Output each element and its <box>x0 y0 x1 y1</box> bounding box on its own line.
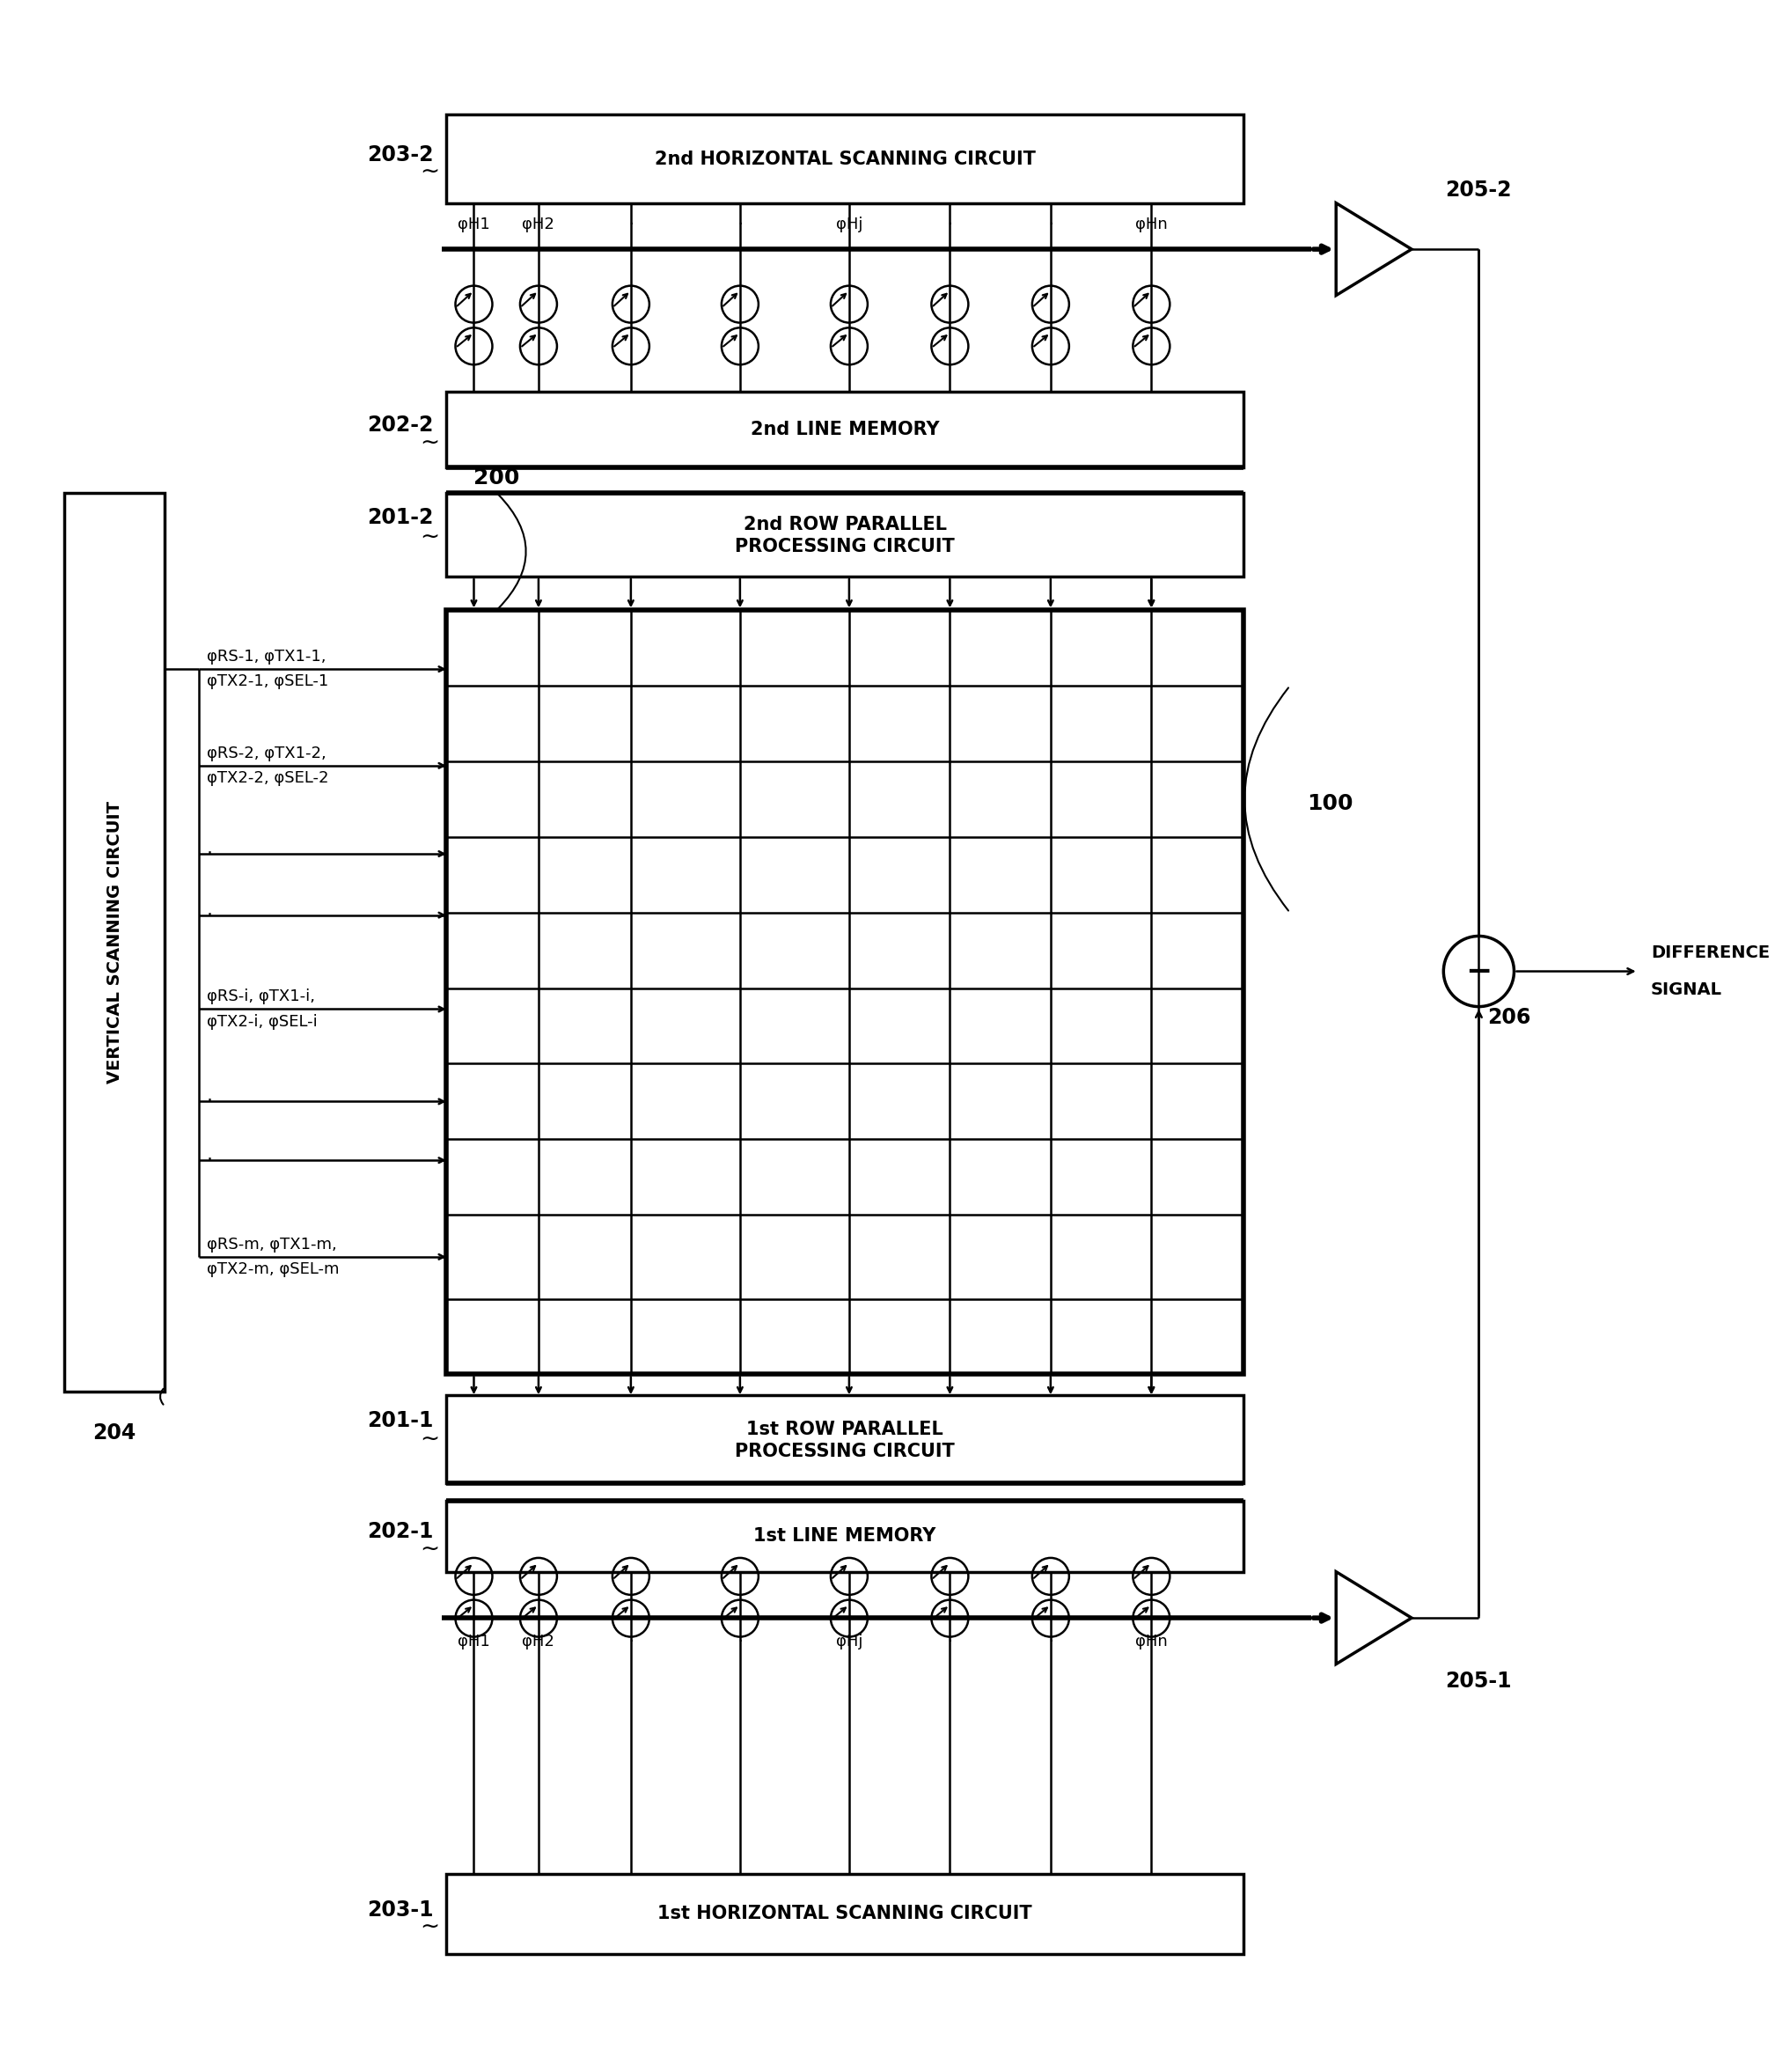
Text: 2nd ROW PARALLEL: 2nd ROW PARALLEL <box>744 516 946 533</box>
Text: 202-1: 202-1 <box>367 1521 433 1542</box>
Text: 2nd LINE MEMORY: 2nd LINE MEMORY <box>751 421 939 439</box>
Text: ∼: ∼ <box>421 1537 440 1560</box>
Text: ·: · <box>628 1633 634 1649</box>
Text: 205-2: 205-2 <box>1445 180 1512 201</box>
Text: 201-1: 201-1 <box>367 1411 433 1432</box>
Text: φRS-1, φTX1-1,: φRS-1, φTX1-1, <box>208 649 327 665</box>
Text: φTX2-i, φSEL-i: φTX2-i, φSEL-i <box>208 1013 318 1030</box>
Text: 100: 100 <box>1306 794 1353 814</box>
Text: ·: · <box>208 905 213 924</box>
Text: 200: 200 <box>474 466 520 489</box>
Text: 2nd HORIZONTAL SCANNING CIRCUIT: 2nd HORIZONTAL SCANNING CIRCUIT <box>655 149 1035 168</box>
Text: φHj: φHj <box>836 215 863 232</box>
Bar <box>446 1873 1244 1954</box>
Text: φRS-i, φTX1-i,: φRS-i, φTX1-i, <box>208 988 316 1005</box>
Text: ·: · <box>208 1152 213 1169</box>
Text: PROCESSING CIRCUIT: PROCESSING CIRCUIT <box>735 1442 955 1461</box>
Text: φTX2-1, φSEL-1: φTX2-1, φSEL-1 <box>208 673 328 690</box>
Text: PROCESSING CIRCUIT: PROCESSING CIRCUIT <box>735 537 955 555</box>
Text: 206: 206 <box>1487 1007 1530 1028</box>
Text: φH1: φH1 <box>458 215 490 232</box>
Bar <box>446 1394 1244 1484</box>
Text: 1st LINE MEMORY: 1st LINE MEMORY <box>754 1527 935 1546</box>
Text: ·: · <box>628 215 634 232</box>
Text: ·: · <box>737 215 742 232</box>
Text: φH1: φH1 <box>458 1633 490 1649</box>
Text: 204: 204 <box>92 1423 137 1444</box>
Text: φRS-m, φTX1-m,: φRS-m, φTX1-m, <box>208 1237 337 1251</box>
Text: VERTICAL SCANNING CIRCUIT: VERTICAL SCANNING CIRCUIT <box>106 800 122 1084</box>
Text: 1st ROW PARALLEL: 1st ROW PARALLEL <box>747 1421 943 1438</box>
Text: −: − <box>1466 957 1493 986</box>
Text: 202-2: 202-2 <box>367 414 433 435</box>
Text: ∼: ∼ <box>421 1915 440 1937</box>
Text: φH2: φH2 <box>522 1633 556 1649</box>
Text: 201-2: 201-2 <box>367 508 433 528</box>
Bar <box>446 1500 1244 1573</box>
Bar <box>446 611 1244 1374</box>
Text: 1st HORIZONTAL SCANNING CIRCUIT: 1st HORIZONTAL SCANNING CIRCUIT <box>659 1904 1033 1923</box>
Text: ∼: ∼ <box>421 160 440 182</box>
Bar <box>446 392 1244 468</box>
Text: ∼: ∼ <box>421 524 440 547</box>
Text: φHn: φHn <box>1136 1633 1168 1649</box>
Bar <box>446 493 1244 576</box>
Text: φRS-2, φTX1-2,: φRS-2, φTX1-2, <box>208 746 327 760</box>
Text: ∼: ∼ <box>421 1428 440 1450</box>
Text: ·: · <box>948 1633 953 1649</box>
Text: ·: · <box>737 1633 742 1649</box>
Text: φHn: φHn <box>1136 215 1168 232</box>
Text: φTX2-2, φSEL-2: φTX2-2, φSEL-2 <box>208 771 328 785</box>
Text: ·: · <box>1047 215 1053 232</box>
Text: ·: · <box>208 845 213 862</box>
Text: DIFFERENCE: DIFFERENCE <box>1651 945 1770 961</box>
Bar <box>64 493 165 1390</box>
Text: ·: · <box>208 1092 213 1111</box>
Text: 203-2: 203-2 <box>367 145 433 166</box>
Circle shape <box>1443 937 1514 1007</box>
Text: ·: · <box>1047 1633 1053 1649</box>
Text: ·: · <box>948 215 953 232</box>
Text: ∼: ∼ <box>421 431 440 454</box>
Text: 203-1: 203-1 <box>367 1900 433 1921</box>
Text: SIGNAL: SIGNAL <box>1651 982 1722 999</box>
Bar <box>446 114 1244 203</box>
Text: φTX2-m, φSEL-m: φTX2-m, φSEL-m <box>208 1262 339 1276</box>
Text: 205-1: 205-1 <box>1445 1670 1512 1691</box>
Text: φHj: φHj <box>836 1633 863 1649</box>
Text: φH2: φH2 <box>522 215 556 232</box>
